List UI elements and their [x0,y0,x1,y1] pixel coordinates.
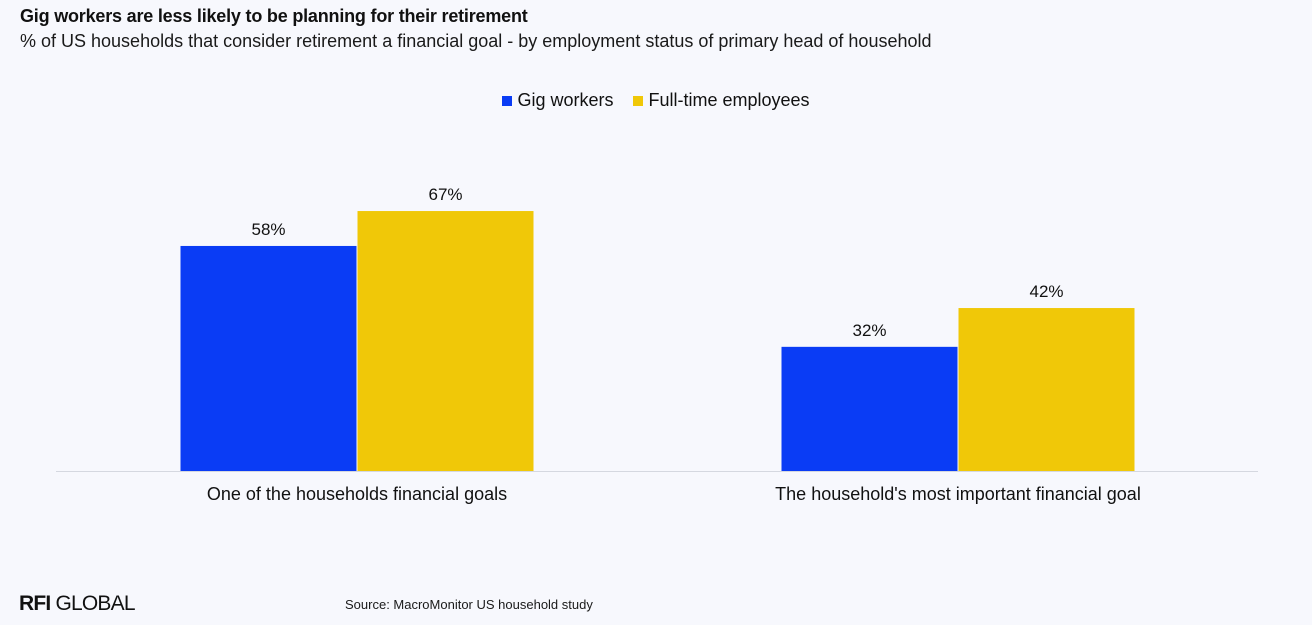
bar-gig-workers-2 [781,346,958,471]
data-label-full-time-employees-1: 67% [428,185,462,204]
source-note: Source: MacroMonitor US household study [345,597,593,612]
legend-swatch-full-time-employees [633,95,644,106]
chart-subtitle: % of US households that consider retirem… [20,31,932,51]
legend-label-gig-workers: Gig workers [517,90,614,110]
legend: Gig workers Full-time employees [0,90,1312,111]
category-label-2: The household's most important financial… [775,484,1141,504]
rfi-global-logo: RFI GLOBAL [19,592,136,615]
category-label-1: One of the households financial goals [207,484,507,504]
bar-gig-workers-1 [180,245,357,471]
bar-full-time-employees-1 [357,211,534,472]
legend-item-gig-workers: Gig workers [502,90,613,111]
legend-swatch-gig-workers [502,95,513,106]
chart-title: Gig workers are less likely to be planni… [20,6,528,26]
data-label-full-time-employees-2: 42% [1029,282,1063,301]
legend-item-full-time-employees: Full-time employees [633,90,810,111]
legend-label-full-time-employees: Full-time employees [648,90,810,110]
data-label-gig-workers-1: 58% [251,220,285,239]
data-label-gig-workers-2: 32% [852,321,886,340]
bar-full-time-employees-2 [958,308,1135,471]
